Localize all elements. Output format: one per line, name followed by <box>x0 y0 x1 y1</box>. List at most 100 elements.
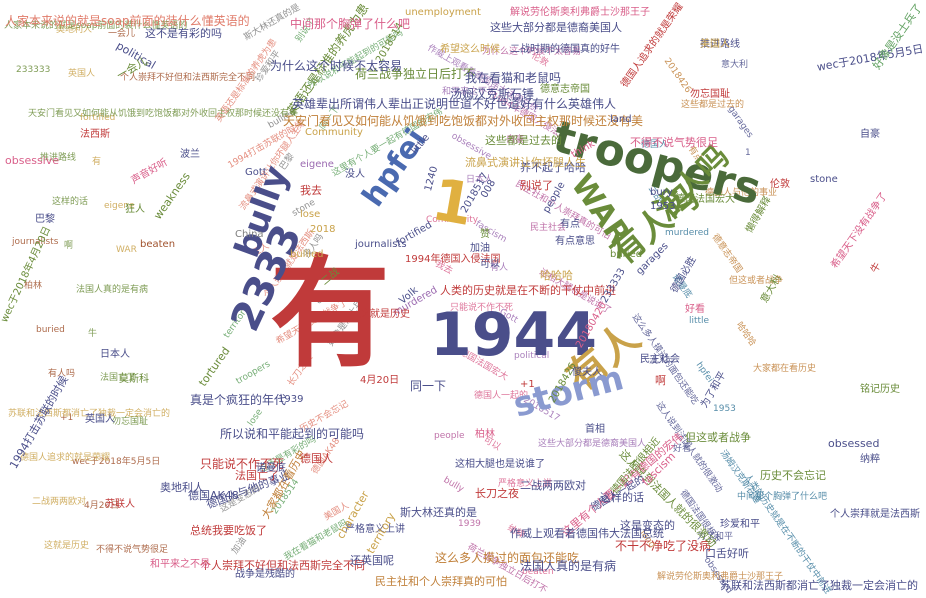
word-cloud-term: eigene <box>104 201 135 211</box>
word-cloud-term: murdered <box>665 228 710 238</box>
word-cloud-term: 啊 <box>655 374 666 387</box>
word-cloud-term: 傻夫人 <box>572 367 602 378</box>
word-cloud-term: 诺曼底 <box>256 463 286 474</box>
word-cloud-term: 这样的话 <box>600 491 644 504</box>
word-cloud-term: 我去 <box>300 184 322 197</box>
word-cloud-term: lose <box>300 209 321 220</box>
word-cloud-term: land <box>610 114 632 125</box>
word-cloud-term: 珍爱和平 <box>720 519 760 530</box>
word-cloud-term: 别说了 <box>520 179 553 192</box>
word-cloud-term: eigene <box>300 159 334 170</box>
word-cloud-term: little <box>689 316 710 326</box>
word-cloud-term: buried <box>36 325 65 335</box>
word-cloud-term: 斯大林还真的是 <box>400 506 477 519</box>
word-cloud-term: tortured <box>196 344 233 389</box>
word-cloud-term: Community <box>305 127 363 138</box>
word-cloud-term: 这就是历史 <box>44 541 90 551</box>
word-cloud-term: 1 <box>745 148 751 158</box>
word-cloud-term: beaten <box>140 239 176 250</box>
word-cloud-term: 1953 <box>650 201 676 212</box>
word-cloud-term: troopers <box>234 359 273 387</box>
word-cloud-term: 意大利 <box>721 60 749 70</box>
word-cloud-term: 推进路线 <box>40 153 77 163</box>
word-cloud-term: 有人 <box>490 263 509 273</box>
word-cloud-term: 英国人 <box>68 69 96 79</box>
word-cloud-term: 德意志帝国 <box>709 232 744 276</box>
word-cloud-term: 波兰 <box>180 149 200 160</box>
word-cloud-term: 天安门看见又如何能从饥饿到吃饱饭都对外收回主权那时候还没有美 <box>28 109 299 119</box>
word-cloud-term: 美国人 <box>700 39 730 50</box>
word-cloud-term: 严格意义上讲 <box>345 524 405 535</box>
word-cloud-term: China <box>235 229 264 240</box>
word-cloud-term: wec于2018年5月5日 <box>72 457 161 467</box>
word-cloud-term: 二战时期的德国真的好牛 <box>510 44 620 55</box>
word-cloud-term: 2018 <box>310 224 336 235</box>
word-cloud-term: people <box>434 431 465 441</box>
word-cloud-term: bully <box>441 475 466 495</box>
word-cloud-term: Community <box>426 215 479 225</box>
word-cloud-term: 1994年德国入侵法国 <box>405 254 501 265</box>
word-cloud-term: 纳粹 <box>860 454 880 465</box>
word-cloud-term: 牛 <box>869 260 884 275</box>
word-cloud-term: 这就是历史 <box>360 309 410 320</box>
word-cloud-term: buried <box>610 249 643 260</box>
word-cloud-term: 大家都在看历史 <box>753 364 817 374</box>
word-cloud-term: 柏林 <box>24 281 43 291</box>
word-cloud-term: 这些大部分都是德裔美国人 <box>538 439 647 449</box>
word-cloud-term: 有人吗 <box>48 369 76 379</box>
word-cloud-term: 总统我要吃饭了 <box>190 524 267 537</box>
word-cloud-term: 自豪 <box>860 129 880 140</box>
word-cloud-term: +1 <box>60 413 74 423</box>
word-cloud-term: 民主社和个人崇拜真的可怕 <box>375 575 507 588</box>
word-cloud-term: 德国AK48 <box>188 489 239 502</box>
word-cloud-term: bury <box>650 187 673 198</box>
word-cloud-term: 柏林 <box>475 429 495 440</box>
word-cloud-term: 人家本来说的就是soap前面的装什么懂英语的 <box>5 14 250 28</box>
word-cloud-term: journalists <box>12 237 59 247</box>
word-cloud-term: 牛 <box>88 329 98 339</box>
word-cloud-term: 长刀之夜 <box>475 487 519 500</box>
word-cloud-term: 口舌好听 <box>705 547 749 560</box>
word-cloud-term: hpfei <box>693 360 715 385</box>
word-cloud-term: 日本人 <box>100 349 130 360</box>
word-cloud-term: journalists <box>355 239 407 250</box>
word-cloud-term: 天安门看见又如何能从饥饿到吃饱饭都对外收回主权那时候还没有美 <box>283 114 644 128</box>
word-cloud-term: 作威上观看着德国伟大法国总统 <box>510 527 664 540</box>
word-cloud-term: 德国人与他的事业 <box>705 188 778 198</box>
word-cloud-term: 没人 <box>345 169 365 180</box>
word-cloud-term: 1939 <box>278 394 304 405</box>
word-cloud-term: garages <box>725 104 755 140</box>
word-cloud-term: 严格意义上讲 <box>498 479 553 489</box>
word-cloud-term: 民主社会 <box>640 354 680 365</box>
word-cloud-term: +1 <box>520 379 535 390</box>
word-cloud-term: obsessed <box>828 437 880 450</box>
word-cloud-term: 推进路线 <box>700 39 740 50</box>
word-cloud-term: 德国人追求的就是荣耀 <box>20 453 111 463</box>
word-cloud-term: fortified <box>80 113 116 123</box>
word-cloud-term: 养不起了哈哈 <box>520 161 586 174</box>
word-cloud-term: 德国人 <box>300 452 333 465</box>
word-cloud-term: political <box>514 351 550 361</box>
word-cloud-term: 同一下 <box>410 379 447 393</box>
word-cloud-term: 个人崇拜不好但和法西斯完全不同 <box>120 73 256 83</box>
word-cloud-term: 有点意思 <box>555 236 595 247</box>
word-cloud-term: 苏联和法西斯都消亡了独裁一定会消亡的 <box>8 409 171 419</box>
word-cloud-term: 为什么这个时候不太容易 <box>482 47 582 57</box>
word-cloud-term: 为什么这个时候不太容易 <box>270 59 403 73</box>
word-cloud-term: 英国人 <box>85 414 115 425</box>
word-cloud-term: 苏联人 <box>105 499 135 510</box>
word-cloud-term: 法国人真的是有病 <box>76 285 149 295</box>
word-cloud-term: wec于2018年5月5日 <box>815 42 925 74</box>
word-cloud-term: 一会儿 <box>108 29 136 39</box>
word-cloud-term: 法西斯 <box>80 129 110 140</box>
word-cloud-term: 1953 <box>713 404 736 414</box>
word-cloud-term: 为了和平 <box>697 532 734 542</box>
word-cloud-term: 233333 <box>16 65 51 75</box>
word-cloud-term: 还英国呢 <box>350 554 394 567</box>
word-cloud-term: 希望这么时候 <box>440 44 500 55</box>
word-cloud-term: 希望天下没有战争了 <box>829 190 890 271</box>
word-cloud-term: 流鼻式演讲让你坏腿人生 <box>465 156 586 169</box>
word-cloud-term: 个人崇拜就是法西斯 <box>830 509 920 520</box>
word-cloud-term: 不得不说气势很足 <box>630 136 718 149</box>
word-cloud-term: weakness <box>151 170 193 222</box>
